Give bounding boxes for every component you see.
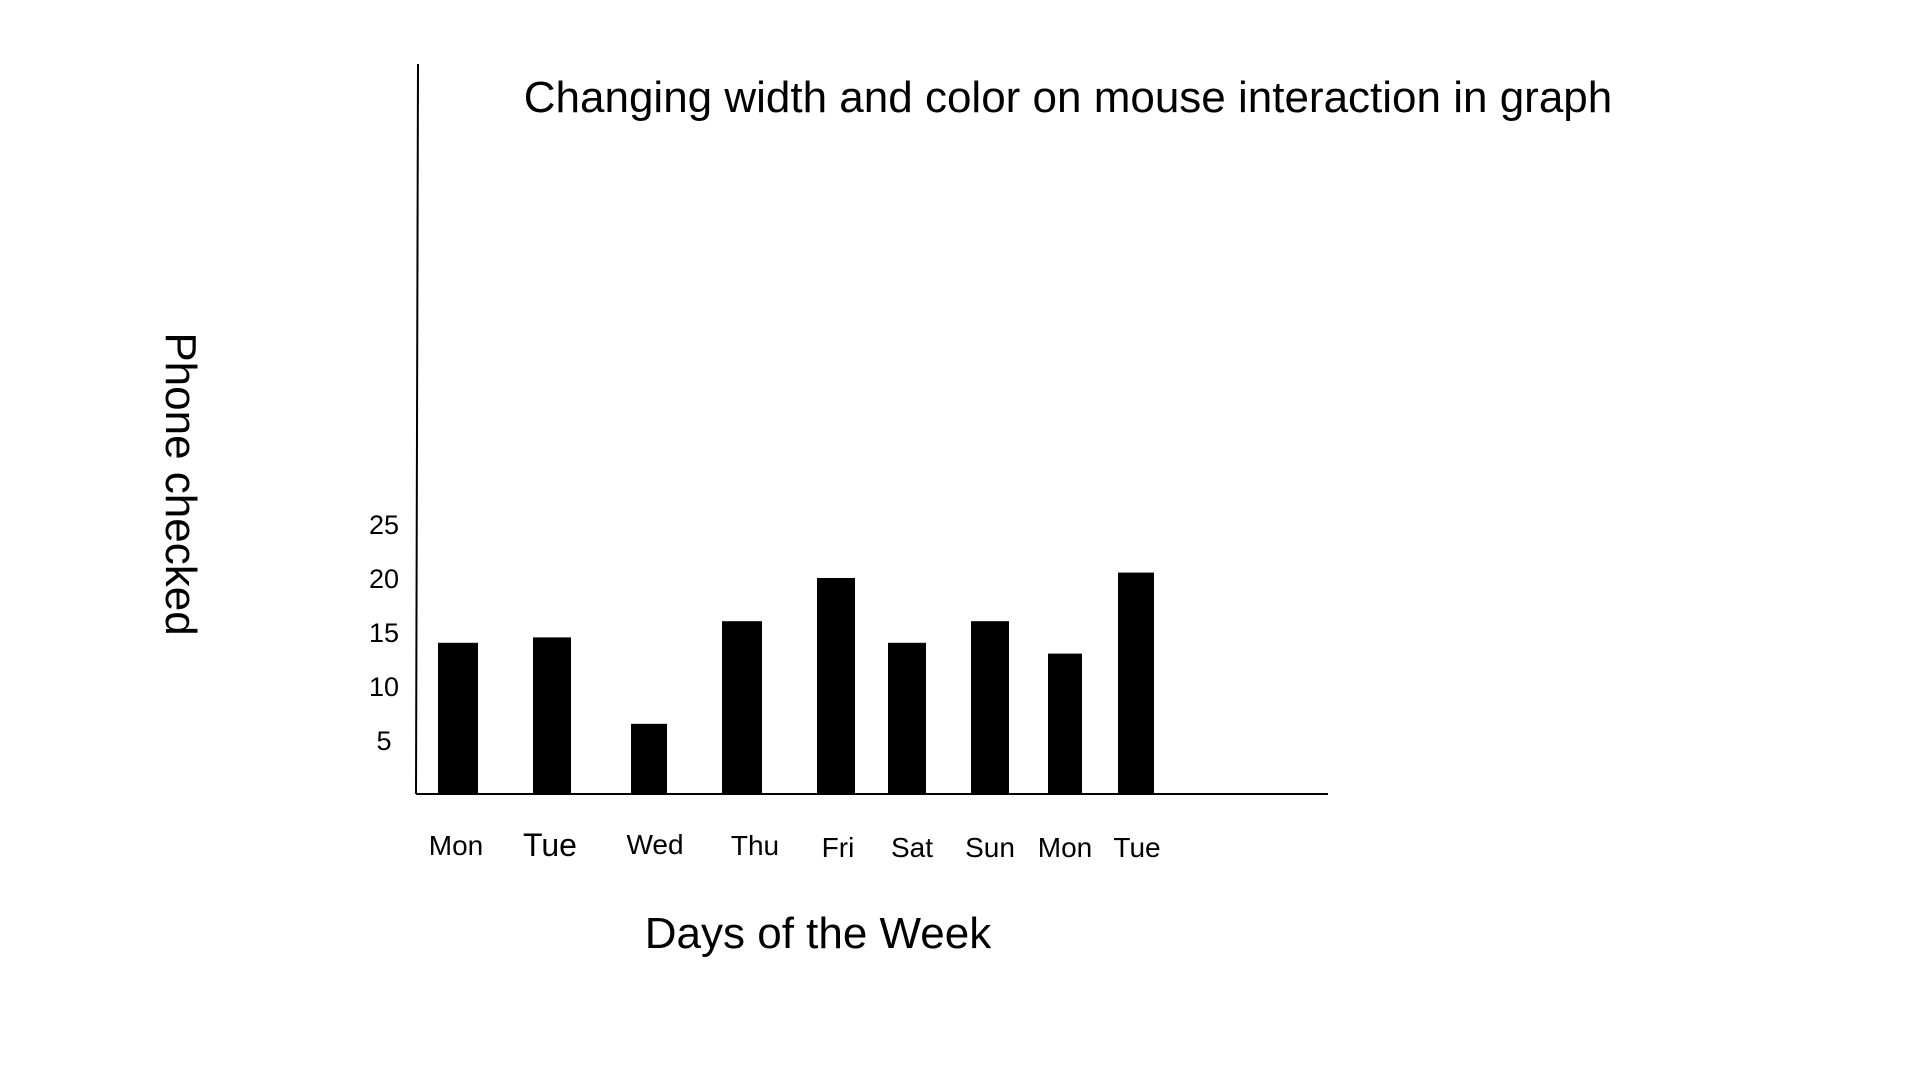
y-tick-label: 20 [369, 564, 399, 594]
x-tick-label: Mon [429, 830, 483, 861]
x-axis-title: Days of the Week [645, 909, 992, 958]
bar-wed[interactable] [631, 723, 667, 794]
chart-title: Changing width and color on mouse intera… [524, 73, 1612, 122]
bar-thu[interactable] [722, 621, 762, 794]
x-tick-label: Fri [822, 832, 855, 863]
y-tick-labels: 5 10 15 20 25 [369, 510, 399, 756]
x-tick-label: Mon [1038, 832, 1092, 863]
bar-mon[interactable] [438, 642, 478, 794]
bar-fri[interactable] [817, 578, 855, 794]
y-axis-line [415, 63, 419, 795]
x-tick-label: Wed [626, 829, 683, 860]
bar-sat[interactable] [888, 642, 926, 794]
x-tick-label: Sun [965, 832, 1015, 863]
bar-sun[interactable] [971, 621, 1009, 794]
y-tick-label: 10 [369, 672, 399, 702]
x-tick-labels: Mon Tue Wed Thu Fri Sat Sun Mon Tue [429, 827, 1161, 863]
bar-mon[interactable] [1048, 653, 1082, 794]
x-tick-label: Thu [731, 830, 779, 861]
bar-tue[interactable] [533, 637, 571, 794]
bars [438, 572, 1154, 794]
bar-tue[interactable] [1118, 572, 1154, 794]
y-tick-label: 5 [376, 726, 391, 756]
y-tick-label: 25 [369, 510, 399, 540]
x-tick-label: Tue [1113, 832, 1160, 863]
y-tick-label: 15 [369, 618, 399, 648]
y-axis-title: Phone checked [156, 332, 205, 635]
x-tick-label: Sat [891, 832, 933, 863]
x-tick-label: Tue [523, 827, 577, 863]
